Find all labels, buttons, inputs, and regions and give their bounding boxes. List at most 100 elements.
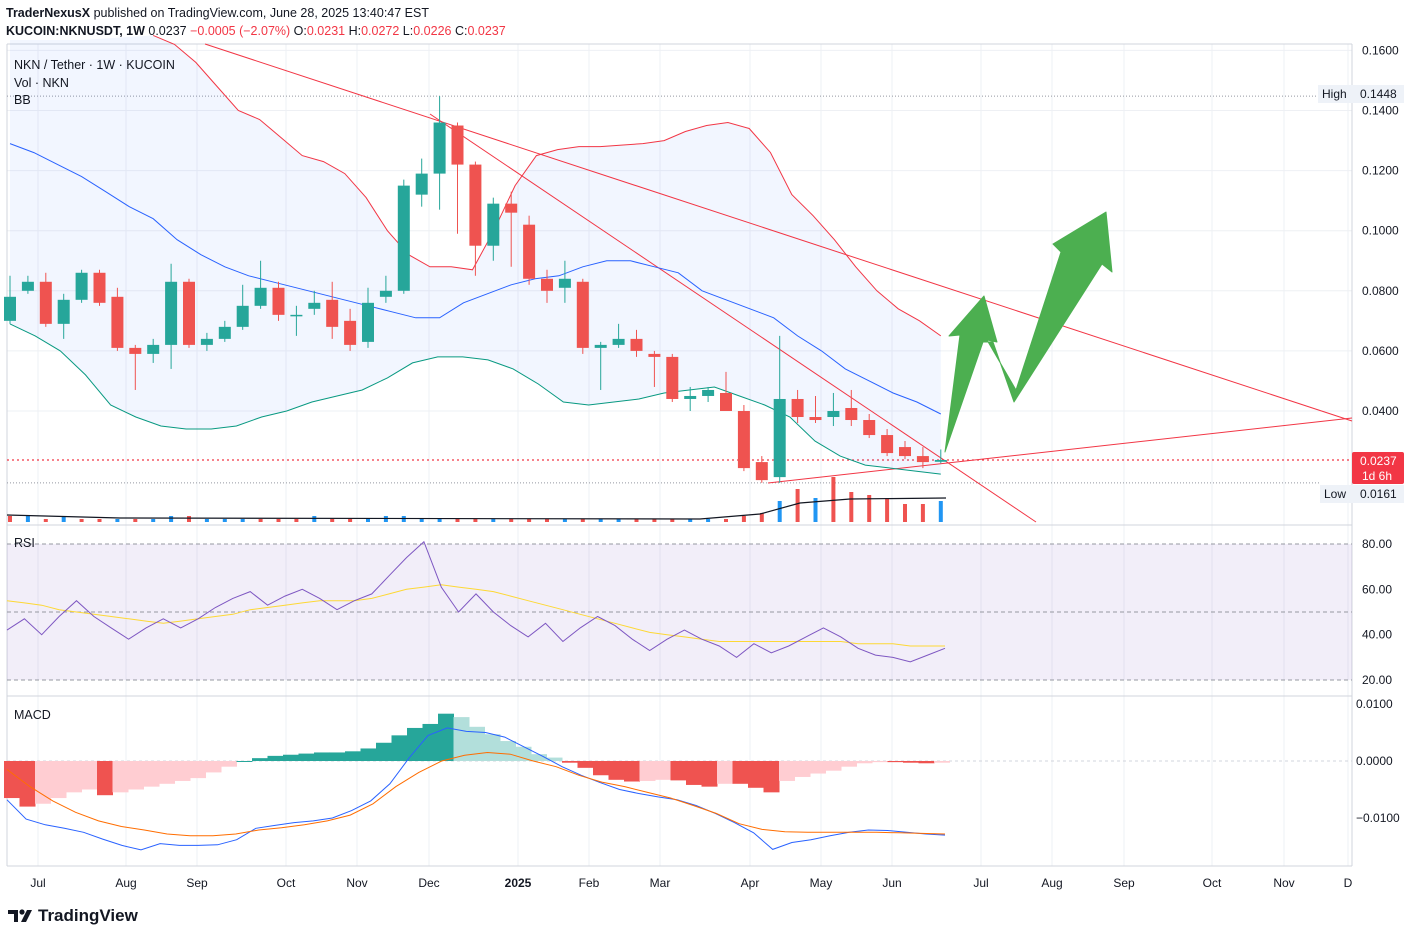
candle-body — [881, 435, 894, 454]
candle-body — [379, 290, 392, 297]
time-tick-label: Jul — [973, 876, 988, 890]
volume-bar — [330, 519, 335, 522]
volume-bar — [204, 519, 209, 522]
volume-bar — [527, 519, 532, 522]
price-tick-label: 0.1200 — [1362, 164, 1399, 178]
high-value: 0.1448 — [1360, 87, 1397, 101]
time-tick-label: Oct — [277, 876, 296, 890]
volume-bar — [634, 519, 639, 522]
macd-histogram-bar — [143, 761, 160, 787]
time-tick-label: Nov — [346, 876, 367, 890]
volume-bar — [455, 519, 460, 522]
macd-histogram-bar — [190, 761, 206, 779]
macd-histogram-bar — [81, 761, 98, 790]
candle-body — [666, 356, 679, 399]
bb-legend: BB — [14, 93, 31, 107]
last-price-badge — [1352, 452, 1404, 484]
macd-histogram-bar — [4, 761, 20, 799]
trendlines — [204, 43, 1353, 523]
bb-upper-line — [153, 34, 942, 337]
candle-body — [916, 456, 929, 463]
candle-body — [75, 272, 88, 300]
volume-bar — [151, 519, 156, 522]
macd-histogram-bar — [670, 761, 687, 781]
publish-text: published on TradingView.com, June 28, 2… — [93, 6, 429, 20]
macd-histogram-bar — [562, 761, 578, 763]
macd-histogram-bar — [934, 761, 950, 763]
candle-body — [111, 296, 124, 348]
volume-ma-line — [6, 497, 947, 520]
macd-tick-label: −0.0100 — [1356, 811, 1400, 825]
macd-histogram-bar — [593, 761, 609, 776]
candle-body — [147, 344, 160, 354]
macd-histogram-bar — [531, 754, 547, 761]
volume-bar — [741, 516, 746, 522]
low-label-h: L: — [402, 24, 414, 38]
macd-histogram-bar — [810, 761, 826, 774]
macd-line — [6, 727, 946, 851]
macd-histogram-bar — [205, 761, 222, 773]
volume-bar — [706, 519, 711, 522]
close-label-h: C: — [454, 24, 468, 38]
macd-histogram-bar — [732, 761, 749, 784]
volume-bar — [831, 477, 836, 522]
volume-bar — [580, 519, 585, 522]
macd-tick-label: 0.0000 — [1356, 754, 1393, 768]
time-tick-label: Feb — [579, 876, 600, 890]
macd-histogram-bar — [159, 761, 175, 784]
macd-histogram-bar — [19, 761, 36, 807]
candle-body — [344, 320, 357, 345]
macd-histogram-bar — [360, 748, 377, 761]
last-price-value: 0.0237 — [1360, 454, 1397, 468]
rsi-tick-label: 80.00 — [1362, 537, 1392, 551]
price-tick-label: 0.0800 — [1362, 284, 1399, 298]
macd-histogram-bar — [639, 761, 656, 781]
symbol-id[interactable]: KUCOIN:NKNUSDT, 1W — [6, 24, 145, 38]
publisher-name[interactable]: TraderNexusX — [6, 6, 91, 20]
candles — [4, 96, 947, 483]
volume-bar — [348, 519, 353, 522]
macd-histogram-bar — [407, 727, 423, 761]
volume-bar — [8, 516, 12, 522]
candle-body — [612, 338, 625, 345]
volume-bar — [545, 519, 549, 522]
macd-histogram-bar — [686, 761, 702, 785]
macd-histogram-bar — [236, 761, 253, 762]
candle-body — [308, 302, 321, 309]
close-value-h: 0.0237 — [467, 24, 506, 38]
candle-body — [129, 347, 142, 354]
macd-histogram-bar — [221, 761, 237, 767]
volume-bar — [759, 513, 764, 522]
candle-body — [254, 287, 267, 306]
time-tick-label: D — [1344, 876, 1353, 890]
candle-body — [487, 203, 500, 246]
candle-body — [576, 281, 589, 348]
macd-histogram-bar — [763, 761, 780, 793]
bb-basis-line — [9, 143, 942, 415]
volume-bar — [509, 519, 514, 522]
volume-bar — [938, 501, 943, 522]
high-value-h: 0.0272 — [361, 24, 400, 38]
candle-body — [218, 326, 231, 339]
macd-histogram-bar — [655, 761, 671, 780]
candle-body — [272, 287, 285, 315]
candle-body — [630, 338, 643, 351]
bullish-forecast-arrow — [944, 211, 1113, 453]
high-label-box — [1318, 85, 1352, 103]
candle-body — [4, 296, 16, 321]
candle-body — [21, 281, 34, 291]
macd-histogram-bar — [438, 713, 454, 761]
candle-body — [469, 164, 482, 246]
time-tick-label: Jun — [882, 876, 901, 890]
volume-bar — [920, 504, 925, 522]
volume-bar — [169, 516, 174, 522]
candle-body — [236, 305, 249, 327]
macd-histogram-bar — [50, 761, 67, 799]
volume-bar — [294, 519, 299, 522]
macd-histogram-bar — [608, 761, 625, 780]
bar-countdown: 1d 6h — [1362, 469, 1392, 483]
macd-histogram-bar — [484, 734, 501, 761]
macd-histogram-bar — [856, 761, 873, 764]
tradingview-logo[interactable]: TradingView — [8, 906, 138, 926]
